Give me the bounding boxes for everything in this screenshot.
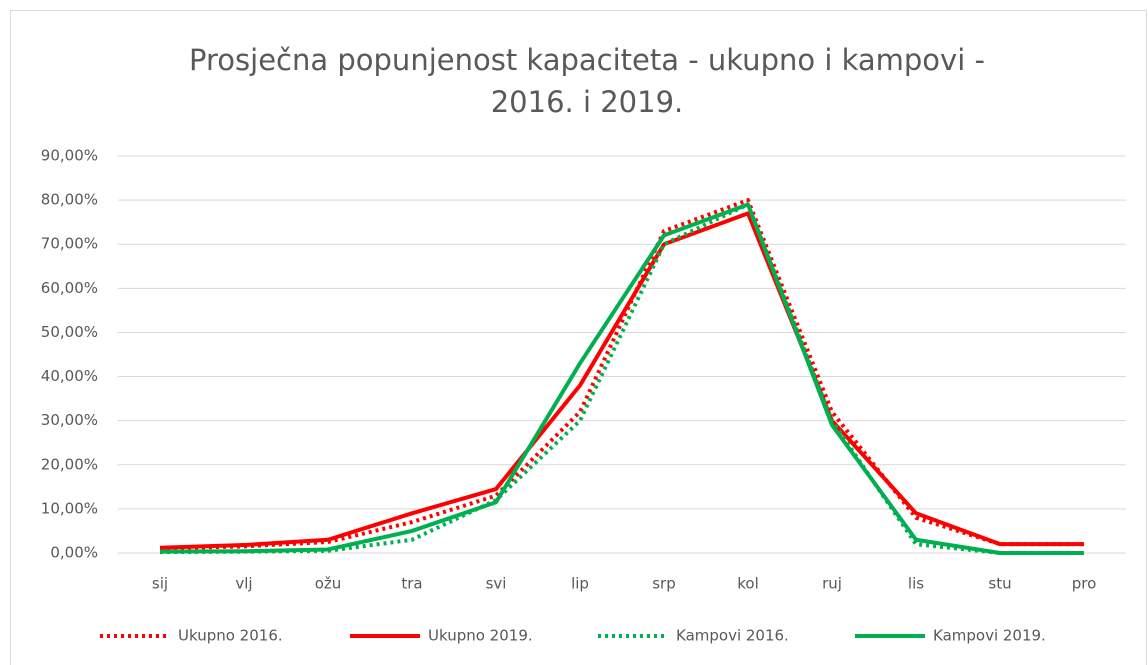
legend-label: Ukupno 2019. [428, 627, 533, 645]
x-tick-label: tra [401, 575, 422, 593]
x-tick-label: vlj [235, 575, 252, 593]
x-tick-label: svi [486, 575, 507, 593]
legend-label: Ukupno 2016. [178, 627, 283, 645]
x-tick-label: ožu [315, 575, 342, 593]
x-tick-label: srp [652, 575, 676, 593]
y-tick-label: 50,00% [41, 323, 98, 341]
legend-label: Kampovi 2019. [933, 627, 1046, 645]
chart-title: 2016. i 2019. [491, 85, 684, 119]
chart-border [10, 10, 1147, 665]
x-tick-label: sij [152, 575, 168, 593]
x-tick-label: kol [737, 575, 759, 593]
y-tick-label: 90,00% [41, 147, 98, 165]
series-line [159, 211, 1084, 550]
x-tick-label: stu [988, 575, 1011, 593]
y-tick-label: 30,00% [41, 411, 98, 429]
y-tick-label: 40,00% [41, 367, 98, 385]
y-tick-label: 0,00% [50, 544, 98, 562]
y-tick-label: 20,00% [41, 455, 98, 473]
series-line [159, 202, 1084, 555]
x-tick-label: pro [1072, 575, 1097, 593]
y-tick-label: 70,00% [41, 235, 98, 253]
y-tick-label: 60,00% [41, 279, 98, 297]
series-line [159, 198, 1084, 551]
y-tick-label: 80,00% [41, 191, 98, 209]
x-tick-label: lip [571, 575, 589, 593]
legend-label: Kampovi 2016. [676, 627, 789, 645]
y-tick-label: 10,00% [41, 499, 98, 517]
x-tick-label: ruj [822, 575, 842, 593]
chart-title: Prosječna popunjenost kapaciteta - ukupn… [189, 43, 985, 77]
x-tick-label: lis [908, 575, 924, 593]
